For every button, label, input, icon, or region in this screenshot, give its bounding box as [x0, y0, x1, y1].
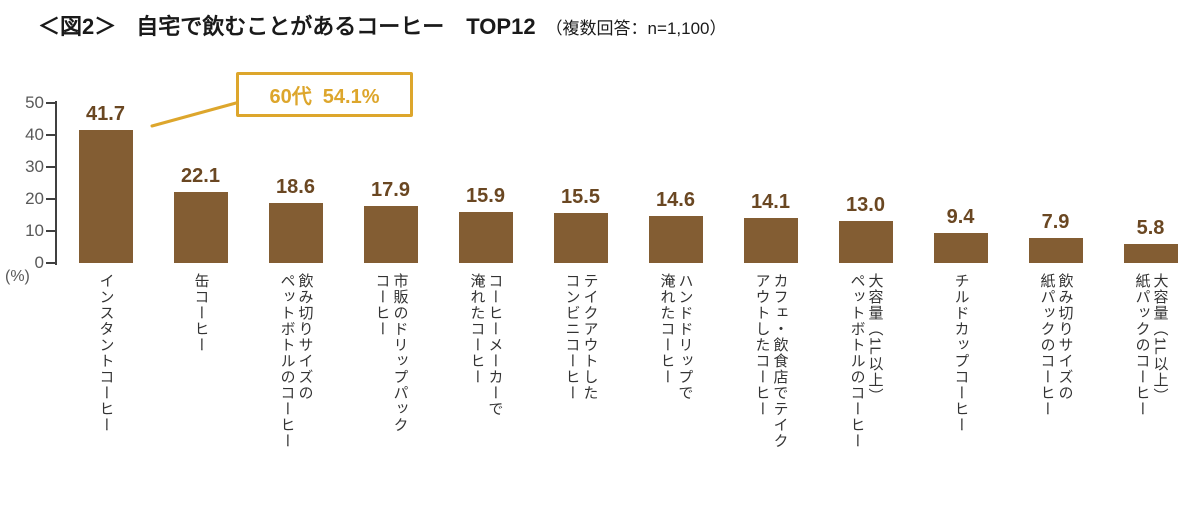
bar-column: 22.1 缶コーヒー: [153, 103, 248, 530]
bar-column: 7.9 飲み切りサイズの 紙パックのコーヒー: [1008, 103, 1103, 530]
category-label: 飲み切りサイズの 紙パックのコーヒー: [1038, 273, 1074, 417]
callout-badge: 60代 54.1%: [236, 72, 413, 117]
bar: [363, 205, 418, 263]
category-label: テイクアウトした コンビニコーヒー: [563, 273, 599, 401]
title-row: ＜図2＞ 自宅で飲むことがあるコーヒー TOP12 （複数回答：n=1,100）: [38, 9, 727, 41]
bar-value-label: 13.0: [846, 194, 885, 217]
category-label: 大容量（1L以上） 紙パックのコーヒー: [1133, 273, 1169, 417]
bar-column: 15.9 コーヒーメーカーで 淹れたコーヒー: [438, 103, 533, 530]
plot-area: 41.7 インスタントコーヒー 22.1 缶コーヒー 18.6 飲み切りサイズの ペットボ…: [58, 103, 1198, 530]
bar-value-label: 22.1: [181, 165, 220, 188]
bar-column: 41.7 インスタントコーヒー: [58, 103, 153, 530]
bar: [268, 203, 323, 263]
bar-column: 14.1 カフェ・飲食店でテイク アウトしたコーヒー: [723, 103, 818, 530]
y-tick-label: 40: [25, 125, 44, 144]
bar: [458, 212, 513, 263]
y-tick-label: 0: [34, 253, 44, 272]
y-axis-line: [55, 101, 57, 265]
bar-column: 17.9 市販のドリップパック コーヒー: [343, 103, 438, 530]
category-label: 市販のドリップパック コーヒー: [373, 273, 409, 433]
bar: [933, 232, 988, 263]
page-title: 自宅で飲むことがあるコーヒー TOP12: [136, 14, 536, 39]
bar-column: 14.6 ハンドドリップで 淹れたコーヒー: [628, 103, 723, 530]
category-label: 大容量（1L以上） ペットボトルのコーヒー: [848, 273, 884, 449]
bar-value-label: 15.5: [561, 186, 600, 209]
bar-value-label: 41.7: [86, 102, 125, 125]
bar-column: 9.4 チルドカップコーヒー: [913, 103, 1008, 530]
figure-label: ＜図2＞: [38, 14, 117, 39]
bar: [1123, 244, 1178, 263]
category-label: 缶コーヒー: [192, 273, 210, 353]
bar-value-label: 5.8: [1136, 217, 1165, 240]
y-tick-mark: [46, 262, 55, 264]
bar: [743, 217, 798, 263]
bar-value-label: 7.9: [1041, 210, 1070, 233]
bar-value-label: 17.9: [371, 178, 410, 201]
bar-value-label: 14.6: [656, 189, 695, 212]
y-tick-label: 30: [25, 157, 44, 176]
bar-column: 13.0 大容量（1L以上） ペットボトルのコーヒー: [818, 103, 913, 530]
y-tick-label: 50: [25, 93, 44, 112]
title-note: （複数回答：n=1,100）: [545, 19, 727, 38]
bar-value-label: 18.6: [276, 176, 315, 199]
bar-value-label: 15.9: [466, 185, 505, 208]
y-axis-unit: (%): [5, 268, 30, 285]
category-label: インスタントコーヒー: [97, 273, 115, 433]
category-label: ハンドドリップで 淹れたコーヒー: [658, 273, 694, 401]
category-label: チルドカップコーヒー: [952, 273, 970, 433]
bar-column: 15.5 テイクアウトした コンビニコーヒー: [533, 103, 628, 530]
y-tick-label: 10: [25, 221, 44, 240]
category-label: 飲み切りサイズの ペットボトルのコーヒー: [278, 273, 314, 449]
y-tick-mark: [46, 198, 55, 200]
y-tick-mark: [46, 230, 55, 232]
category-label: コーヒーメーカーで 淹れたコーヒー: [468, 273, 504, 417]
bar: [553, 213, 608, 263]
category-label: カフェ・飲食店でテイク アウトしたコーヒー: [753, 273, 789, 449]
y-tick-mark: [46, 166, 55, 168]
bar: [838, 221, 893, 263]
y-tick-mark: [46, 102, 55, 104]
bar-value-label: 9.4: [946, 205, 975, 228]
bar: [78, 129, 133, 263]
bar-column: 5.8 大容量（1L以上） 紙パックのコーヒー: [1103, 103, 1198, 530]
bar-value-label: 14.1: [751, 190, 790, 213]
bar: [1028, 237, 1083, 263]
y-tick-mark: [46, 134, 55, 136]
y-tick-label: 20: [25, 189, 44, 208]
bar: [173, 192, 228, 263]
bar: [648, 216, 703, 263]
bar-column: 18.6 飲み切りサイズの ペットボトルのコーヒー: [248, 103, 343, 530]
